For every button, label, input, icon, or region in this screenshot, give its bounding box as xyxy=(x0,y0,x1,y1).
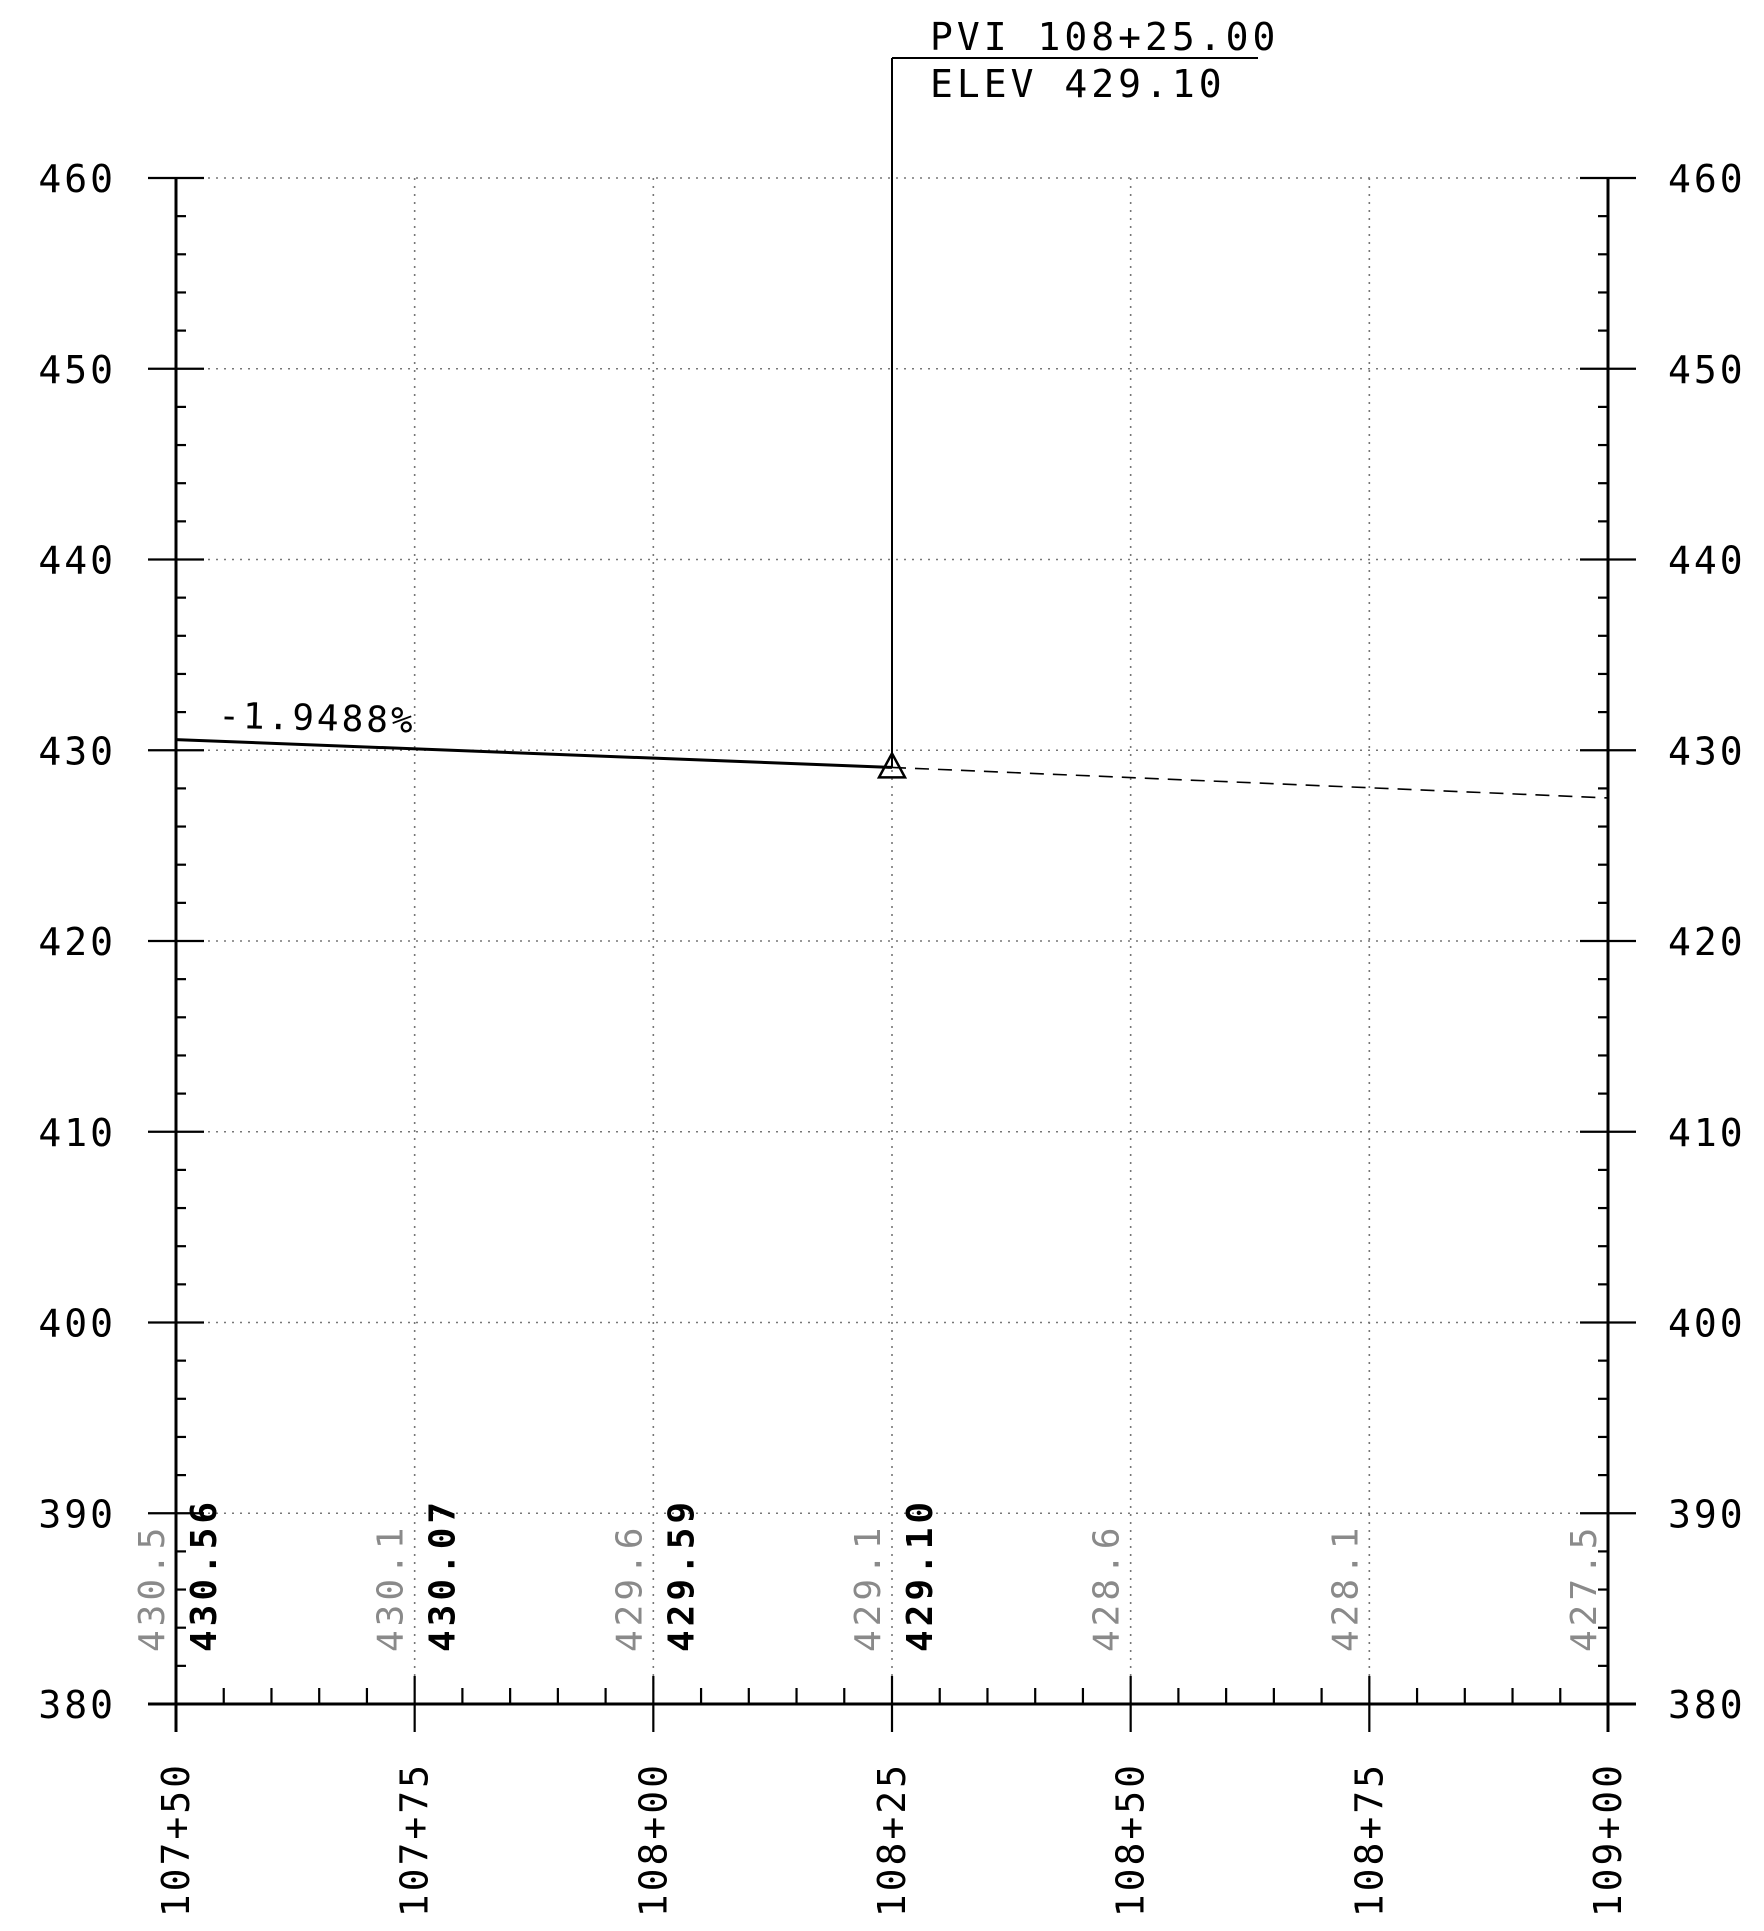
y-tick-label-left: 390 xyxy=(38,1492,116,1536)
x-tick-label: 107+75 xyxy=(393,1762,437,1917)
existing-elevation-label: 430.5 xyxy=(132,1524,173,1652)
x-tick-label: 108+75 xyxy=(1347,1762,1391,1917)
pvi-triangle-marker xyxy=(876,750,908,779)
y-tick-label-left: 380 xyxy=(38,1683,116,1727)
series-layer xyxy=(175,738,1609,799)
proposed-elevation-label: 430.56 xyxy=(184,1498,225,1652)
y-tick-label-right: 380 xyxy=(1668,1683,1746,1727)
pvi-station-label: PVI 108+25.00 xyxy=(930,15,1279,59)
existing-elevation-label: 429.1 xyxy=(848,1524,889,1652)
existing-elevation-label: 428.6 xyxy=(1087,1524,1128,1652)
y-tick-label-left: 430 xyxy=(38,729,116,773)
y-tick-label-right: 430 xyxy=(1668,729,1746,773)
y-tick-label-right: 450 xyxy=(1668,348,1746,392)
profile-line-solid xyxy=(175,738,893,769)
existing-elevation-label: 427.5 xyxy=(1564,1524,1605,1652)
proposed-elevation-label: 429.10 xyxy=(900,1498,941,1652)
y-tick-label-right: 420 xyxy=(1668,920,1746,964)
pvi-callout: PVI 108+25.00 ELEV 429.10 xyxy=(876,15,1279,779)
x-tick-label: 109+00 xyxy=(1586,1762,1630,1917)
pvi-elevation-label: ELEV 429.10 xyxy=(930,62,1226,106)
x-tick-label: 107+50 xyxy=(154,1762,198,1917)
profile-line-dashed xyxy=(891,766,1609,799)
elevation-label-layer: 430.5 430.56 430.1 430.07 429.6 429.59 429.1 42… xyxy=(132,1498,1605,1652)
existing-elevation-label: 429.6 xyxy=(609,1524,650,1652)
x-tick-label: 108+00 xyxy=(631,1762,675,1917)
x-tick-label: 108+25 xyxy=(870,1762,914,1917)
y-tick-label-right: 440 xyxy=(1668,539,1746,583)
y-tick-label-left: 450 xyxy=(38,348,116,392)
grid-layer xyxy=(176,177,1608,1704)
y-tick-label-left: 410 xyxy=(38,1111,116,1155)
proposed-elevation-label: 430.07 xyxy=(423,1498,464,1652)
existing-elevation-label: 428.1 xyxy=(1325,1524,1366,1652)
existing-elevation-label: 430.1 xyxy=(371,1524,412,1652)
axes: 380 380 390 390 400 400 410 410 420 420 430 430 440 4… xyxy=(38,157,1746,1917)
y-tick-label-left: 400 xyxy=(38,1302,116,1346)
y-tick-label-right: 410 xyxy=(1668,1111,1746,1155)
y-tick-label-right: 460 xyxy=(1668,157,1746,201)
y-tick-label-right: 400 xyxy=(1668,1302,1746,1346)
y-tick-label-right: 390 xyxy=(1668,1492,1746,1536)
proposed-elevation-label: 429.59 xyxy=(661,1498,702,1652)
x-tick-label: 108+50 xyxy=(1109,1762,1153,1917)
grade-label: -1.9488% xyxy=(218,696,416,742)
y-tick-label-left: 420 xyxy=(38,920,116,964)
y-tick-label-left: 440 xyxy=(38,539,116,583)
y-tick-label-left: 460 xyxy=(38,157,116,201)
